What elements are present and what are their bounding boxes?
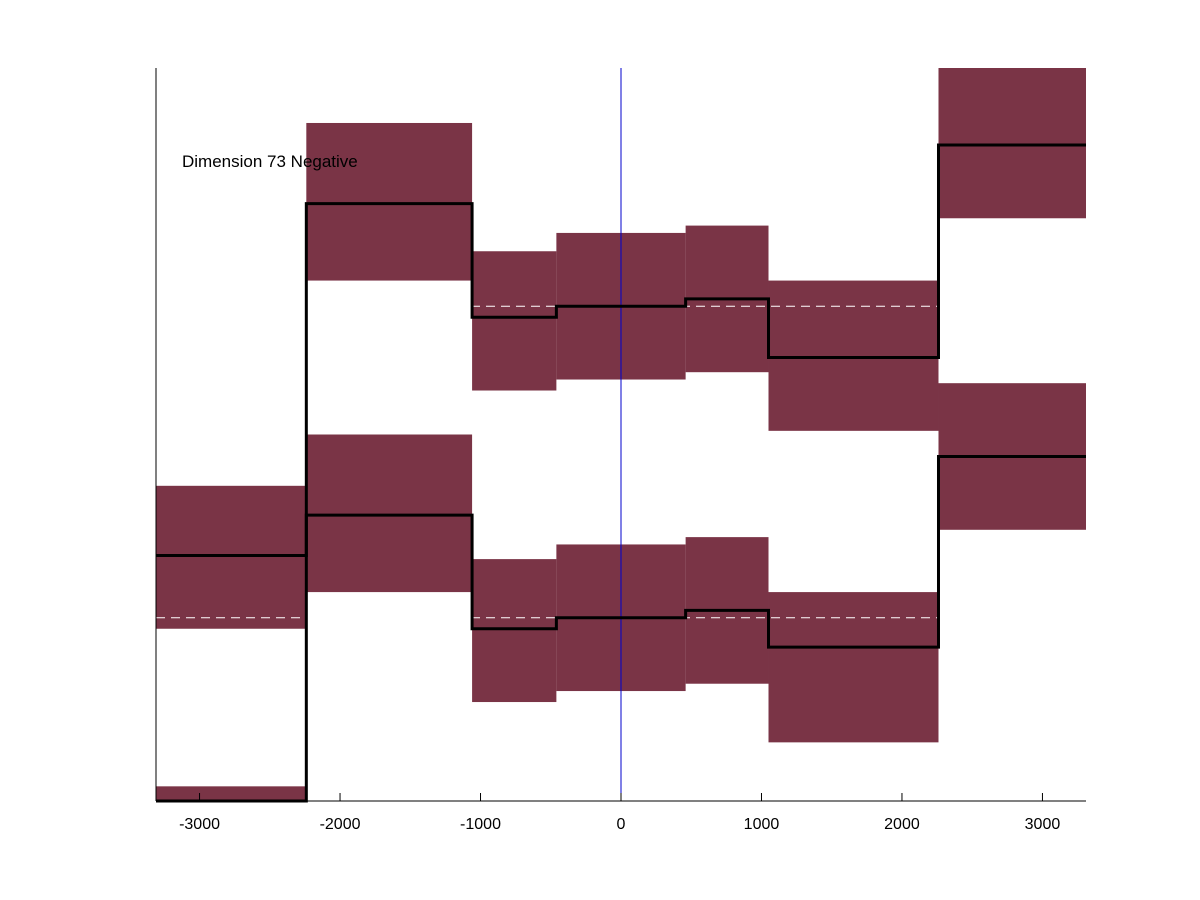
band-p0-s0	[156, 485, 307, 629]
x-tick-label: -3000	[179, 816, 220, 833]
band-p1-s5	[768, 280, 939, 431]
x-tick-label: -1000	[460, 816, 501, 833]
band-p1-s0	[156, 786, 307, 801]
x-tick-label: 2000	[884, 816, 920, 833]
band-p0-s5	[768, 592, 939, 743]
band-p0-s2	[472, 559, 557, 703]
chart-annotation: Dimension 73 Negative	[182, 152, 358, 171]
mean-line-p1	[156, 143, 1086, 803]
x-axis-ticks: -3000 -2000 -1000 0 1000 2000 3000	[179, 793, 1060, 833]
x-tick-label: 3000	[1025, 816, 1061, 833]
mean-step-lines	[156, 143, 1086, 803]
band-p1-s1	[306, 122, 473, 281]
band-p1-s2	[472, 251, 557, 391]
mean-line-p0	[156, 454, 1086, 649]
band-p1-s6	[938, 68, 1086, 219]
x-tick-label: 0	[617, 816, 626, 833]
x-tick-label: 1000	[744, 816, 780, 833]
band-p0-s1	[306, 434, 473, 593]
x-tick-label: -2000	[320, 816, 361, 833]
